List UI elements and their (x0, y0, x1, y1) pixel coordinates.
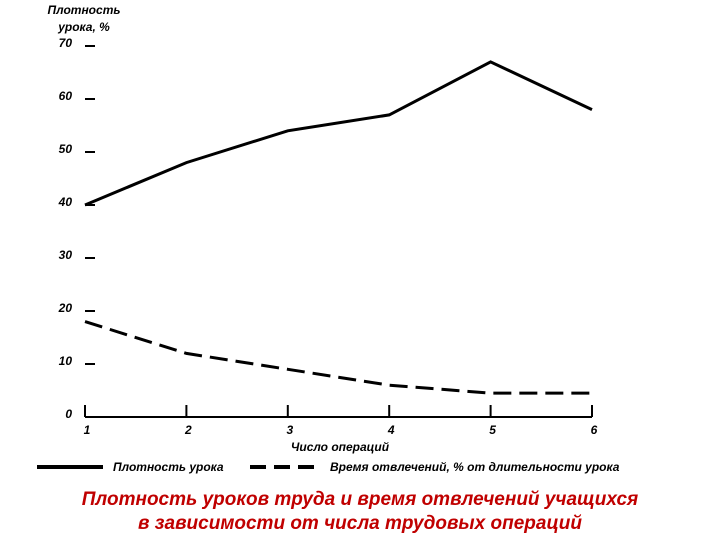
y-tick-label: 10 (59, 354, 73, 368)
y-tick-label: 20 (58, 301, 73, 315)
x-tick-label: 1 (84, 423, 91, 437)
x-tick-label: 2 (184, 423, 192, 437)
data-line (84, 60, 593, 207)
x-axis-label: Число операций (291, 440, 390, 454)
y-tick-label: 50 (59, 142, 73, 156)
y-tick-label: 70 (59, 36, 73, 50)
x-tick-label: 3 (286, 423, 293, 437)
x-tick-label: 6 (591, 423, 598, 437)
chart-title: в зависимости от числа трудовых операций (138, 513, 582, 534)
legend-label: Время отвлечений, % от длительности урок… (330, 460, 620, 474)
y-axis-label: урока, % (57, 20, 110, 34)
x-tick-label: 4 (387, 423, 395, 437)
y-tick-label: 30 (59, 248, 73, 262)
y-axis-label: Плотность (48, 3, 121, 17)
y-tick-label: 60 (59, 89, 73, 103)
data-line (84, 320, 592, 395)
y-tick-label: 0 (65, 407, 72, 421)
chart-title: Плотность уроков труда и время отвлечени… (82, 489, 639, 510)
y-tick-label: 40 (58, 195, 73, 209)
legend-label: Плотность урока (113, 460, 224, 474)
x-tick-label: 5 (489, 423, 496, 437)
